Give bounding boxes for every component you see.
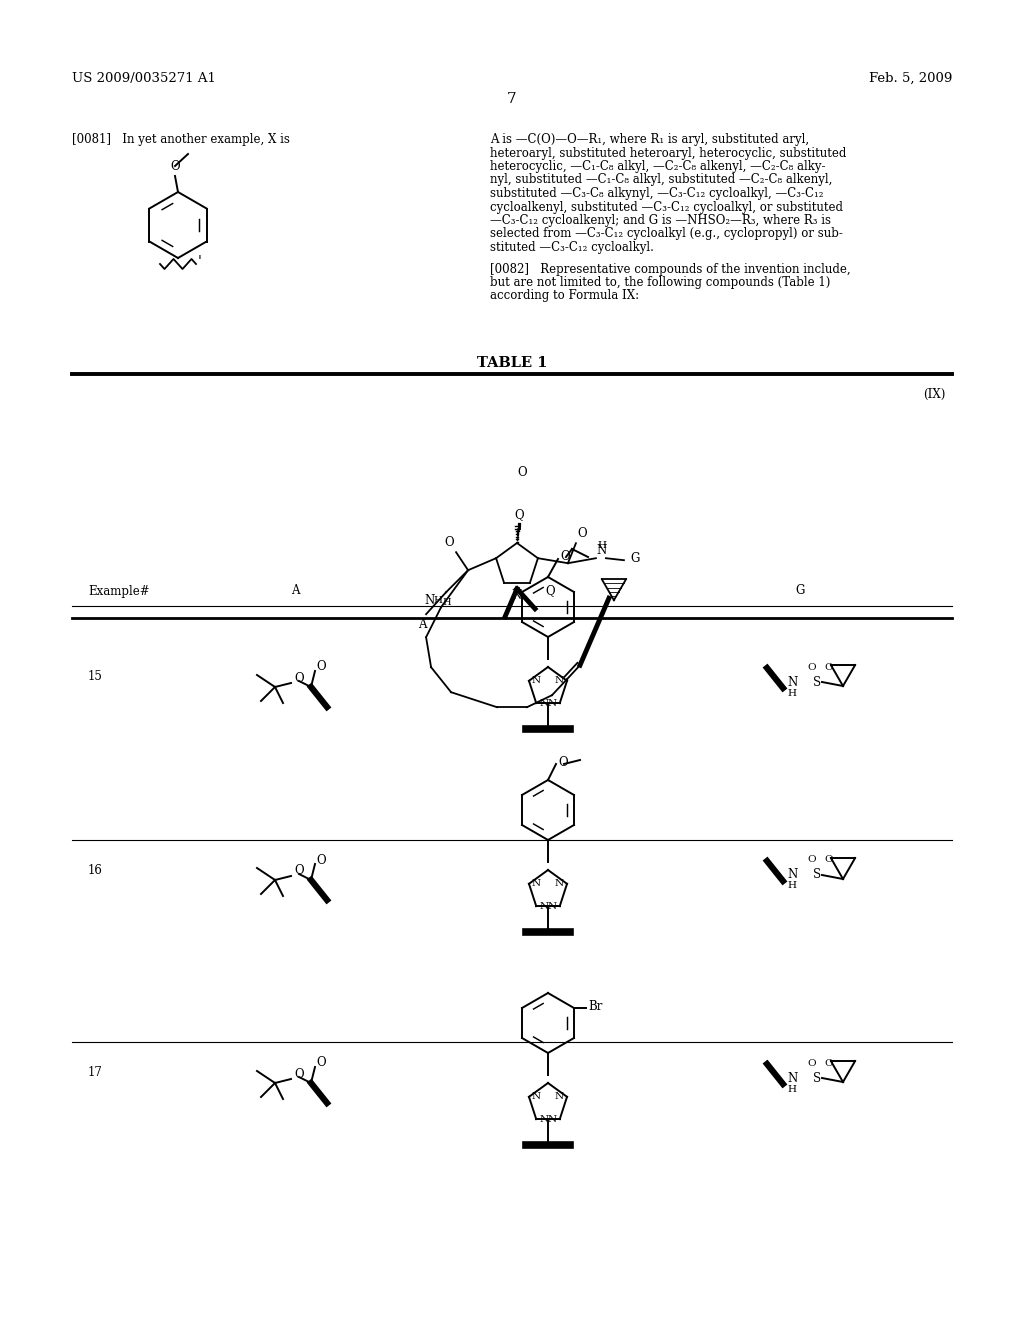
Text: N: N xyxy=(555,676,564,685)
Text: N: N xyxy=(540,902,549,911)
Text: O: O xyxy=(808,855,816,865)
Text: N: N xyxy=(596,544,606,557)
Text: cycloalkenyl, substituted —C₃-C₁₂ cycloalkyl, or substituted: cycloalkenyl, substituted —C₃-C₁₂ cycloa… xyxy=(490,201,843,214)
Text: Example#: Example# xyxy=(88,585,150,598)
Text: (IX): (IX) xyxy=(923,388,945,401)
Text: O: O xyxy=(558,755,567,768)
Text: O: O xyxy=(824,663,834,672)
Text: G: G xyxy=(796,585,805,598)
Text: H: H xyxy=(787,689,797,697)
Text: H: H xyxy=(433,597,442,605)
Text: N: N xyxy=(512,589,522,602)
Text: Q: Q xyxy=(514,508,524,521)
Text: substituted —C₃-C₈ alkynyl, —C₃-C₁₂ cycloalkyl, —C₃-C₁₂: substituted —C₃-C₈ alkynyl, —C₃-C₁₂ cycl… xyxy=(490,187,823,201)
Text: N: N xyxy=(532,676,541,685)
Text: 7: 7 xyxy=(507,92,517,106)
Text: Feb. 5, 2009: Feb. 5, 2009 xyxy=(868,73,952,84)
Text: [0081]   In yet another example, X is: [0081] In yet another example, X is xyxy=(72,133,290,147)
Text: A: A xyxy=(418,618,426,631)
Text: H: H xyxy=(787,882,797,891)
Text: according to Formula IX:: according to Formula IX: xyxy=(490,289,639,302)
Text: H: H xyxy=(442,598,452,607)
Text: O: O xyxy=(316,1056,326,1069)
Text: H: H xyxy=(598,541,607,550)
Text: ': ' xyxy=(198,255,202,269)
Text: 17: 17 xyxy=(88,1067,102,1080)
Text: 15: 15 xyxy=(88,671,102,684)
Text: O: O xyxy=(294,865,304,878)
Text: O: O xyxy=(316,660,326,673)
Text: O: O xyxy=(444,536,454,549)
Text: O: O xyxy=(824,855,834,865)
Text: O: O xyxy=(170,160,180,173)
Text: nyl, substituted —C₁-C₈ alkyl, substituted —C₂-C₈ alkenyl,: nyl, substituted —C₁-C₈ alkyl, substitut… xyxy=(490,173,833,186)
Text: N: N xyxy=(555,1093,564,1101)
Text: O: O xyxy=(560,550,569,564)
Text: N: N xyxy=(787,869,798,882)
Text: selected from —C₃-C₁₂ cycloalkyl (e.g., cyclopropyl) or sub-: selected from —C₃-C₁₂ cycloalkyl (e.g., … xyxy=(490,227,843,240)
Text: US 2009/0035271 A1: US 2009/0035271 A1 xyxy=(72,73,216,84)
Text: A: A xyxy=(291,585,299,598)
Text: N: N xyxy=(425,594,435,607)
Text: S: S xyxy=(813,869,821,882)
Text: Br: Br xyxy=(588,1001,602,1014)
Text: A is —C(O)—O—R₁, where R₁ is aryl, substituted aryl,: A is —C(O)—O—R₁, where R₁ is aryl, subst… xyxy=(490,133,809,147)
Text: —C₃-C₁₂ cycloalkenyl; and G is —NHSO₂—R₃, where R₃ is: —C₃-C₁₂ cycloalkenyl; and G is —NHSO₂—R₃… xyxy=(490,214,831,227)
Text: O: O xyxy=(517,466,526,479)
Text: N: N xyxy=(532,1093,541,1101)
Text: O: O xyxy=(316,854,326,866)
Text: heterocyclic, —C₁-C₈ alkyl, —C₂-C₈ alkenyl, —C₂-C₈ alky-: heterocyclic, —C₁-C₈ alkyl, —C₂-C₈ alken… xyxy=(490,160,825,173)
Text: TABLE 1: TABLE 1 xyxy=(477,356,547,370)
Text: but are not limited to, the following compounds (Table 1): but are not limited to, the following co… xyxy=(490,276,830,289)
Text: stituted —C₃-C₁₂ cycloalkyl.: stituted —C₃-C₁₂ cycloalkyl. xyxy=(490,242,654,253)
Text: O: O xyxy=(294,1068,304,1081)
Text: S: S xyxy=(813,676,821,689)
Text: O: O xyxy=(808,1059,816,1068)
Text: [0082]   Representative compounds of the invention include,: [0082] Representative compounds of the i… xyxy=(490,263,851,276)
Text: H: H xyxy=(787,1085,797,1093)
Text: N: N xyxy=(548,902,557,911)
Text: N: N xyxy=(555,879,564,888)
Text: N: N xyxy=(548,698,557,708)
Text: N: N xyxy=(787,1072,798,1085)
Text: O: O xyxy=(824,1059,834,1068)
Text: O: O xyxy=(294,672,304,685)
Text: N: N xyxy=(540,698,549,708)
Text: N: N xyxy=(787,676,798,689)
Text: Q: Q xyxy=(545,585,555,598)
Text: heteroaryl, substituted heteroaryl, heterocyclic, substituted: heteroaryl, substituted heteroaryl, hete… xyxy=(490,147,847,160)
Text: O: O xyxy=(808,663,816,672)
Text: O: O xyxy=(577,527,587,540)
Text: 16: 16 xyxy=(88,863,102,876)
Text: N: N xyxy=(548,1114,557,1123)
Text: S: S xyxy=(813,1072,821,1085)
Text: N: N xyxy=(532,879,541,888)
Text: N: N xyxy=(540,1114,549,1123)
Text: G: G xyxy=(630,552,639,565)
